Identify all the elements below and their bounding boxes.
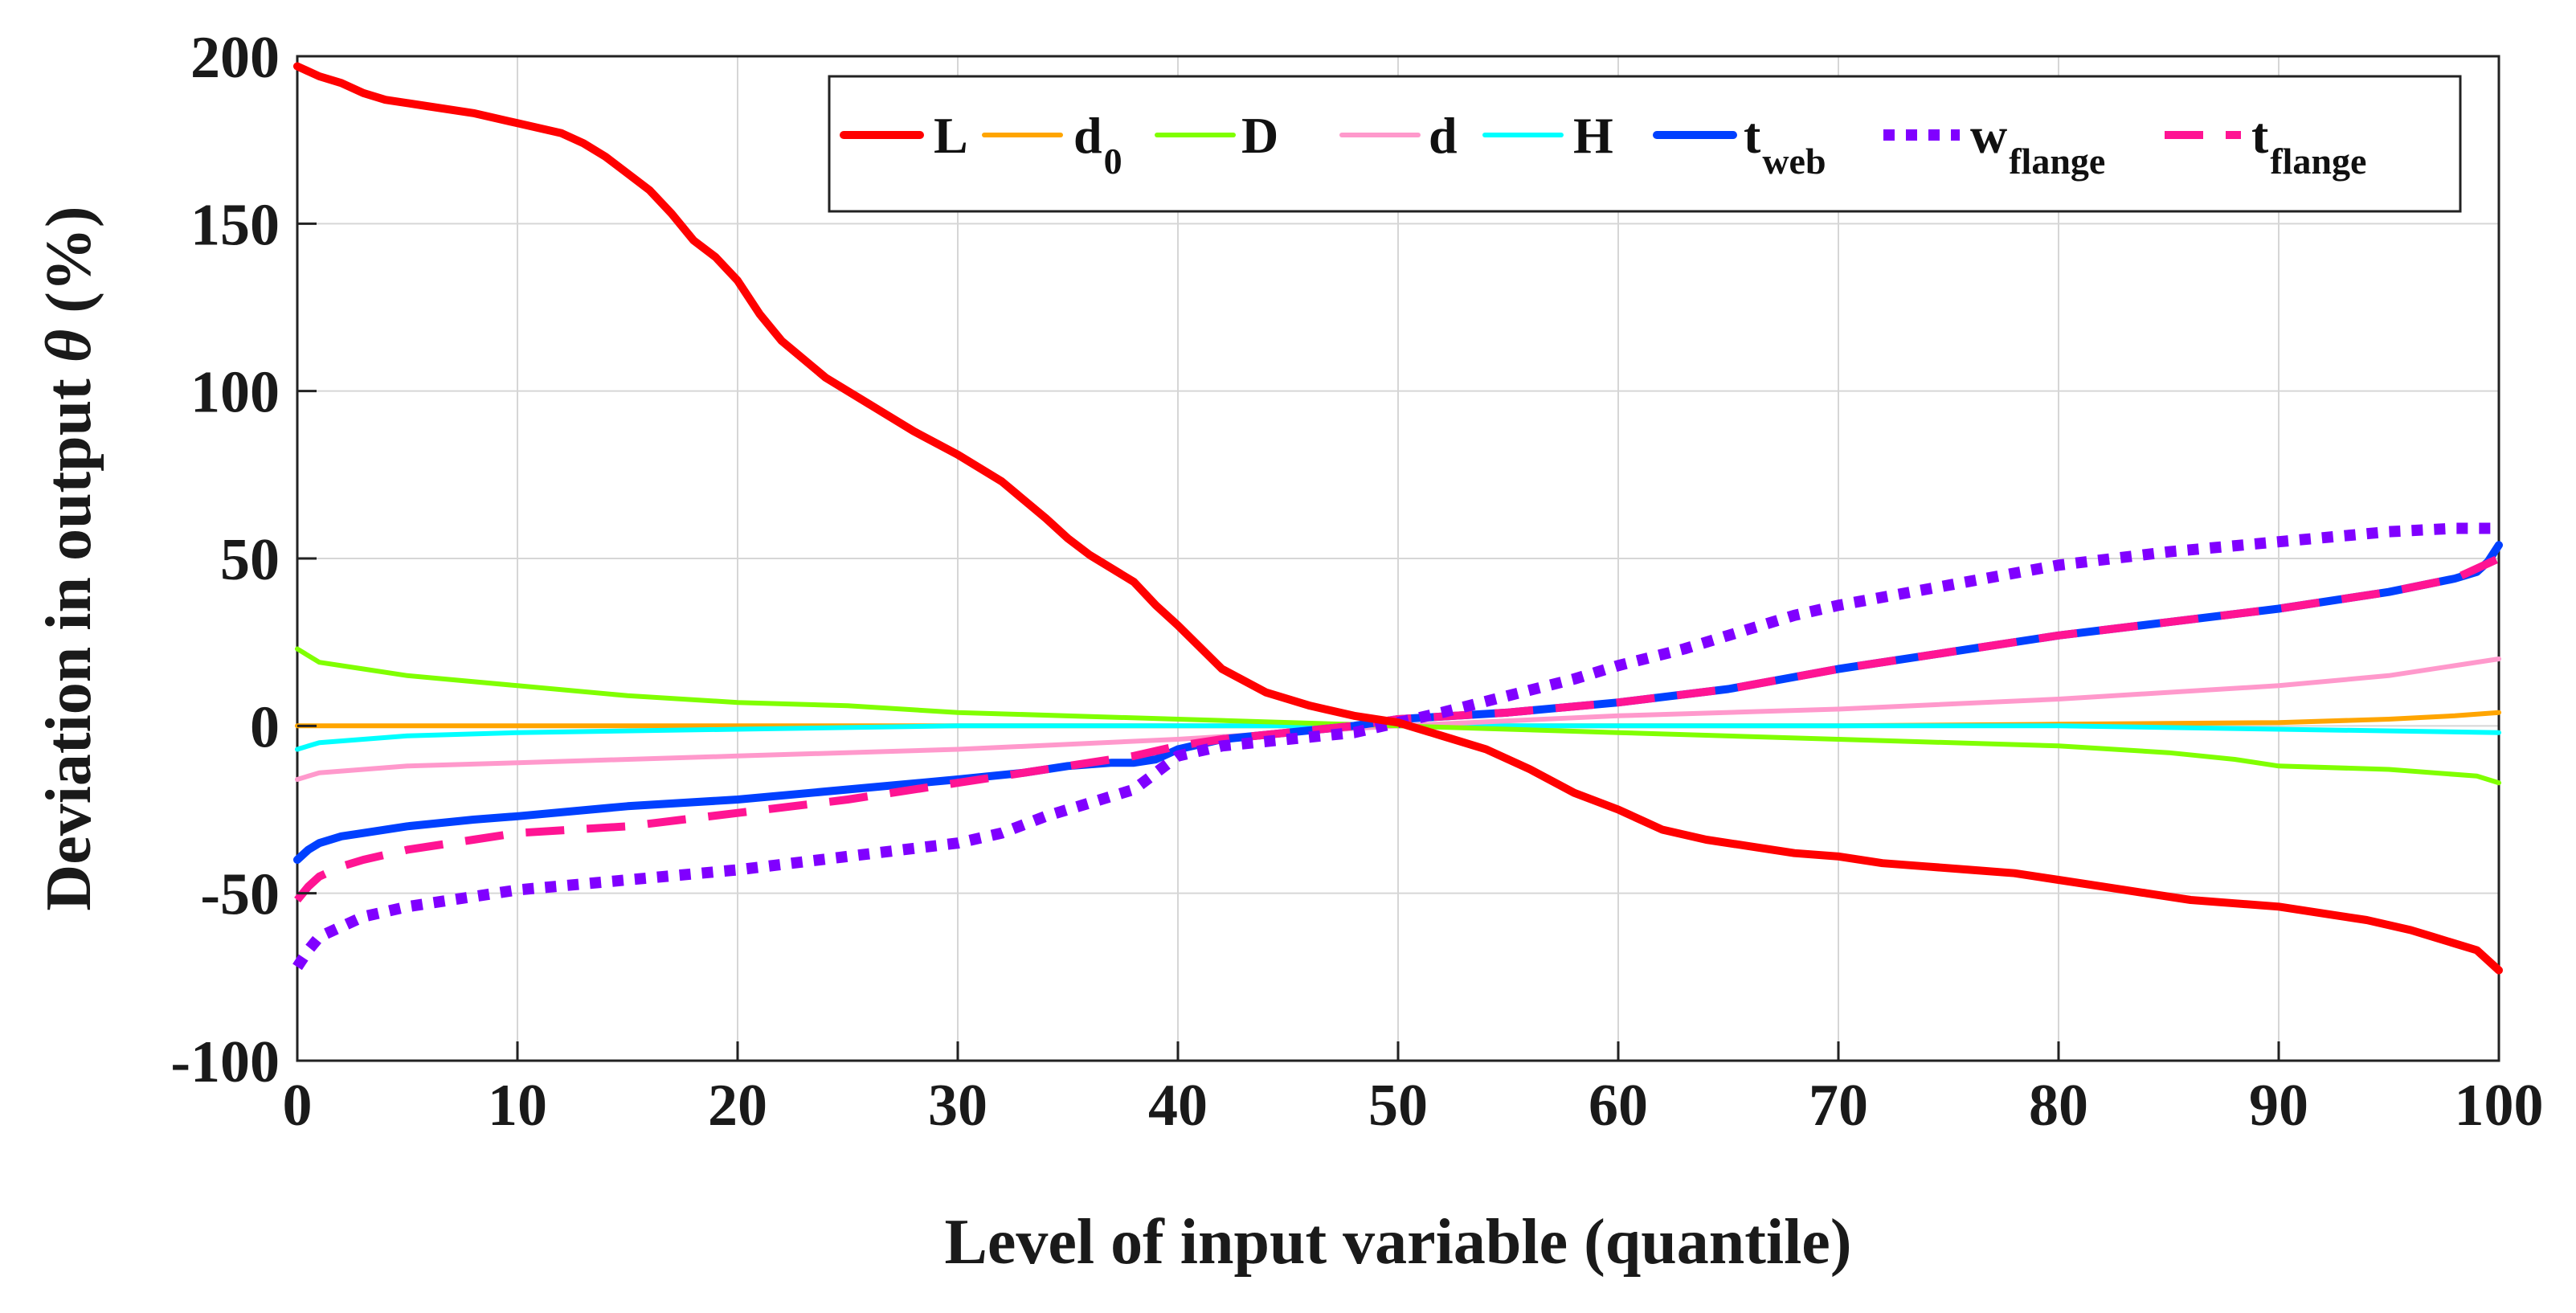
- x-tick-label: 50: [1368, 1073, 1428, 1139]
- series-line-d: [295, 656, 2501, 782]
- legend-label: d0: [1073, 107, 1122, 182]
- x-tick-label: 60: [1589, 1073, 1648, 1139]
- legend-item-D: D: [1155, 107, 1278, 164]
- legend-label: D: [1241, 107, 1278, 164]
- y-axis-title-symbol: θ: [34, 329, 104, 363]
- legend-label: tflange: [2251, 107, 2366, 182]
- legend-item-tweb: tweb: [1653, 107, 1826, 182]
- series-line-tweb: [293, 541, 2503, 864]
- legend-item-tflange: tflange: [2165, 107, 2366, 182]
- x-tick-label: 70: [1809, 1073, 1868, 1139]
- legend-label: H: [1573, 107, 1613, 164]
- legend-label: wflange: [1970, 107, 2105, 182]
- x-tick-label: 20: [708, 1073, 767, 1139]
- legend-item-d0: d0: [982, 107, 1122, 182]
- legend-item-wflange: wflange: [1883, 107, 2105, 182]
- x-tick-label: 30: [928, 1073, 987, 1139]
- y-tick-label: -50: [200, 862, 280, 928]
- x-tick-label: 80: [2029, 1073, 2088, 1139]
- y-tick-label: 0: [250, 694, 280, 760]
- y-axis-title-prefix: Deviation in output: [34, 362, 104, 910]
- legend-item-d: d: [1339, 107, 1458, 164]
- legend-label: tweb: [1744, 107, 1826, 182]
- legend-label: L: [934, 107, 968, 164]
- series-line-L: [293, 62, 2503, 975]
- x-tick-label: 0: [283, 1073, 313, 1139]
- x-tick-label: 40: [1148, 1073, 1208, 1139]
- series-line-tflange: [294, 554, 2501, 903]
- y-tick-label: 100: [190, 360, 280, 426]
- x-tick-label: 90: [2249, 1073, 2308, 1139]
- series-line-wflange: [292, 522, 2499, 971]
- y-tick-label: 150: [190, 192, 280, 258]
- y-axis-title-suffix: (%): [34, 206, 104, 329]
- y-tick-label: -100: [170, 1029, 280, 1095]
- y-axis-ticks: -100 -50 0 50 100 150 200: [170, 25, 317, 1095]
- series-line-D: [295, 646, 2501, 786]
- x-axis-ticks: 0 10 20 30 40 50 60 70 80 90 100: [283, 1041, 2544, 1139]
- x-tick-label: 10: [488, 1073, 547, 1139]
- legend-item-L: L: [840, 107, 968, 164]
- legend-label: d: [1429, 107, 1458, 164]
- y-axis-title: Deviation in output θ (%): [34, 206, 104, 910]
- legend-box: [828, 75, 2462, 213]
- legend-item-H: H: [1482, 107, 1613, 164]
- y-tick-label: 200: [190, 25, 280, 91]
- series-layer: [292, 62, 2503, 975]
- y-tick-label: 50: [220, 527, 280, 593]
- series-line-H: [295, 723, 2501, 752]
- x-axis-title: Level of input variable (quantile): [945, 1207, 1852, 1278]
- x-tick-label: 100: [2455, 1073, 2544, 1139]
